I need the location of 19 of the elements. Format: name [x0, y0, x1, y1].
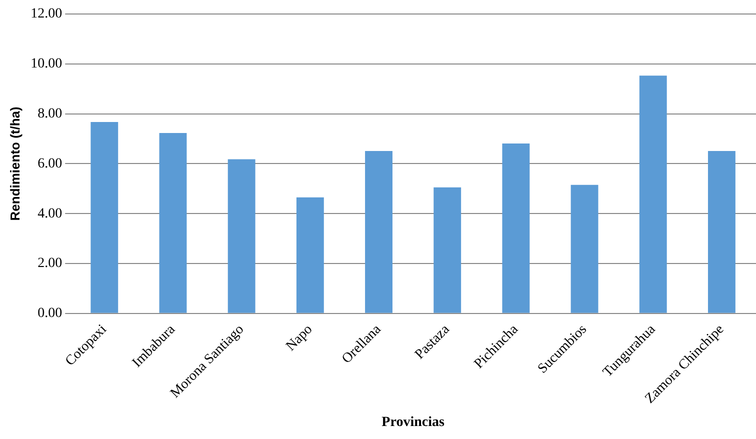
bar	[708, 150, 736, 313]
y-tick-label: 0.00	[38, 306, 62, 322]
y-tick-label: 6.00	[38, 156, 62, 172]
y-tick-label: 10.00	[30, 56, 62, 72]
x-axis-title: Provincias	[382, 415, 445, 430]
y-tick-label: 4.00	[38, 206, 62, 222]
bar	[365, 150, 392, 313]
y-tick-label: 8.00	[38, 106, 62, 122]
bar	[434, 187, 462, 313]
bar	[228, 159, 256, 313]
bar	[90, 122, 118, 313]
y-axis-title: Rendimiento (t/ha)	[7, 106, 22, 221]
bar	[639, 76, 667, 313]
y-tick-label: 2.00	[38, 256, 62, 272]
bar	[502, 143, 530, 313]
bar	[296, 197, 324, 313]
bar	[159, 133, 187, 313]
bar	[570, 184, 598, 313]
y-tick-label: 12.00	[30, 6, 62, 22]
